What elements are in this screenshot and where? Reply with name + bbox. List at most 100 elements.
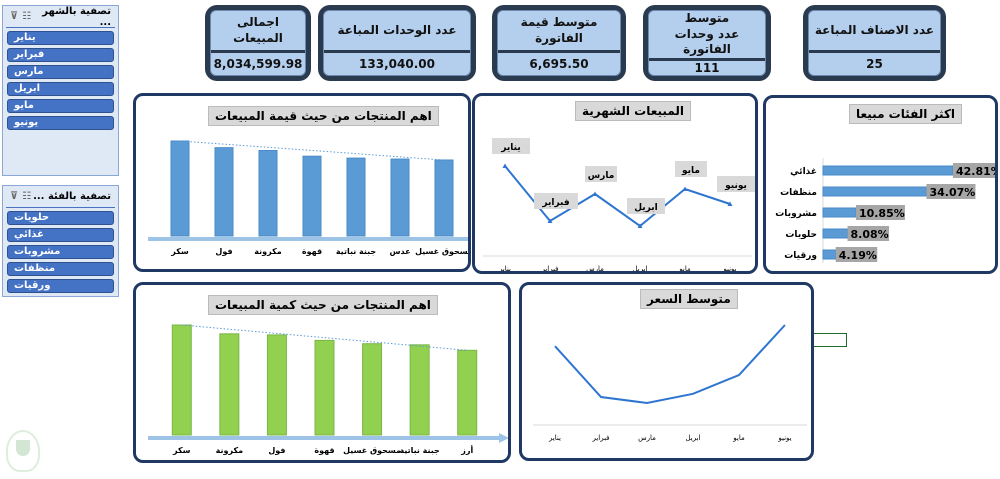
- chart-average-price[interactable]: يناير فبراير مارس ابريل مايو يونيو متوسط السعر: [519, 282, 814, 461]
- trendline: [181, 324, 468, 351]
- bar: [822, 165, 954, 176]
- chart-title: اهم المنتجات من حيث كمية المبيعات: [208, 295, 438, 315]
- data-label: 42.81%: [956, 165, 995, 178]
- data-label-bg: [534, 193, 578, 209]
- multi-select-icon[interactable]: ☷: [22, 11, 32, 22]
- clear-filter-icon[interactable]: ⊽: [10, 191, 19, 202]
- x-tick-label: سكر: [172, 446, 191, 455]
- data-label: 8.08%: [851, 228, 889, 241]
- slicer-item[interactable]: ابريل: [7, 82, 114, 96]
- data-label: 10.85%: [859, 207, 905, 220]
- bar: [390, 158, 410, 237]
- x-tick-label: مكرونة: [254, 247, 281, 256]
- bar: [362, 343, 383, 436]
- bar: [171, 324, 192, 436]
- kpi-label: اجمالى المبيعات: [211, 11, 305, 53]
- data-label-bg: [717, 176, 755, 192]
- kpi-value: 6,695.50: [529, 57, 589, 71]
- x-tick-label: مارس: [586, 265, 604, 271]
- slicer-title: تصفية بالشهر ...: [42, 5, 111, 28]
- slicer-1: تصفية بالفئة ... ☷ ⊽ حلويات غذائي مشروبات منظف…: [2, 185, 119, 297]
- slicer-item[interactable]: مايو: [7, 99, 114, 113]
- slicer-item[interactable]: ورقيات: [7, 279, 114, 293]
- data-label-bg: [492, 138, 530, 154]
- chart-title: اكثر الفئات مبيعا: [849, 104, 963, 124]
- clear-filter-icon[interactable]: ⊽: [10, 11, 19, 22]
- slicer-item[interactable]: حلويات: [7, 211, 114, 225]
- data-point: [682, 186, 688, 191]
- x-tick-label: جبنة نباتية: [399, 446, 440, 455]
- series-line: [554, 324, 786, 405]
- x-tick-label: فول: [215, 247, 232, 256]
- slicer-item[interactable]: منظفات: [7, 262, 114, 276]
- data-point: [502, 163, 508, 168]
- x-tick-label: فبراير: [540, 265, 558, 271]
- multi-select-icon[interactable]: ☷: [22, 191, 32, 202]
- chart-title: المبيعات الشهرية: [575, 101, 691, 121]
- bar: [434, 159, 454, 237]
- data-label: يونيو: [724, 181, 747, 191]
- trendline: [179, 140, 445, 161]
- kpi-label: عدد الوحدات المباعة: [324, 11, 470, 53]
- kpi-value: 133,040.00: [359, 57, 435, 71]
- kpi-value: 8,034,599.98: [213, 57, 303, 71]
- chart-top-products-value[interactable]: سكر فول مكرونة قهوة جبنة نباتية عدس مسحوق غسيل…: [133, 93, 484, 272]
- bar: [302, 155, 322, 237]
- data-label-bg: [627, 198, 665, 214]
- x-tick-label: أرز: [460, 445, 473, 455]
- kpi-label: متوسط عدد وحدات الفاتورة: [649, 11, 765, 61]
- bar: [219, 333, 240, 436]
- chart-monthly-sales[interactable]: يناير يناير فبراير فبراير مارس مارس ابريل ابريل…: [472, 93, 758, 274]
- bar: [822, 207, 857, 218]
- x-tick-label: مسحوق غسيل: [343, 446, 401, 455]
- y-tick-label: غذائي: [790, 167, 817, 177]
- kpi-card: عدد الوحدات المباعة 133,040.00: [318, 5, 476, 81]
- kpi-label: عدد الاصناف المباعة: [809, 11, 940, 53]
- chart-title: اهم المنتجات من حيث قيمة المبيعات: [208, 106, 439, 126]
- data-label-bg: [953, 163, 1000, 178]
- x-tick-label: جبنة نباتية: [336, 247, 377, 256]
- x-tick-label: يونيو: [722, 265, 736, 271]
- slicer-item[interactable]: غذائي: [7, 228, 114, 242]
- data-label: 4.19%: [839, 249, 877, 262]
- kpi-card: متوسط قيمة الفاتورة 6,695.50: [492, 5, 626, 81]
- selected-cell[interactable]: [814, 333, 847, 347]
- bar: [822, 186, 927, 197]
- x-tick-label: عدس: [389, 247, 410, 257]
- slicer-item[interactable]: مشروبات: [7, 245, 114, 259]
- y-tick-label: حلويات: [785, 230, 817, 240]
- bar: [214, 147, 234, 237]
- slicer-item[interactable]: يونيو: [7, 116, 114, 130]
- logo: [6, 430, 40, 472]
- data-label-bg: [585, 166, 617, 182]
- slicer-item[interactable]: مارس: [7, 65, 114, 79]
- bar: [409, 344, 430, 436]
- x-tick-label: مايو: [732, 434, 745, 442]
- data-label: فبراير: [541, 198, 569, 208]
- y-tick-label: منظفات: [780, 188, 817, 198]
- series-line: [504, 165, 731, 228]
- x-tick-label: ابريل: [685, 434, 700, 442]
- chart-top-categories[interactable]: 42.81% غذائي 34.07% منظفات 10.85% مشروبات 8.08…: [763, 95, 1000, 274]
- x-tick-label: قهوة: [314, 446, 334, 455]
- data-point: [637, 223, 643, 228]
- x-tick-label: مسحوق غسيل: [415, 247, 468, 256]
- kpi-label: متوسط قيمة الفاتورة: [498, 11, 620, 53]
- kpi-card: متوسط عدد وحدات الفاتورة 111: [643, 5, 771, 81]
- bar: [457, 349, 478, 436]
- data-point: [592, 191, 598, 196]
- x-tick-label: يناير: [548, 434, 561, 442]
- data-label-bg: [675, 161, 707, 177]
- slicer-item[interactable]: فبراير: [7, 48, 114, 62]
- x-tick-label: سكر: [170, 247, 189, 256]
- data-label: يناير: [500, 143, 520, 153]
- y-tick-label: ورقيات: [784, 251, 817, 261]
- data-label: مارس: [588, 171, 615, 181]
- kpi-value: 111: [694, 60, 720, 75]
- chart-title: متوسط السعر: [640, 289, 738, 309]
- chart-top-products-quantity[interactable]: سكر مكرونة فول قهوة مسحوق غسيل جبنة نباتية أرز…: [133, 282, 511, 463]
- slicer-item[interactable]: يناير: [7, 31, 114, 45]
- bar: [822, 249, 837, 260]
- data-point: [727, 201, 733, 206]
- kpi-card: عدد الاصناف المباعة 25: [803, 5, 946, 81]
